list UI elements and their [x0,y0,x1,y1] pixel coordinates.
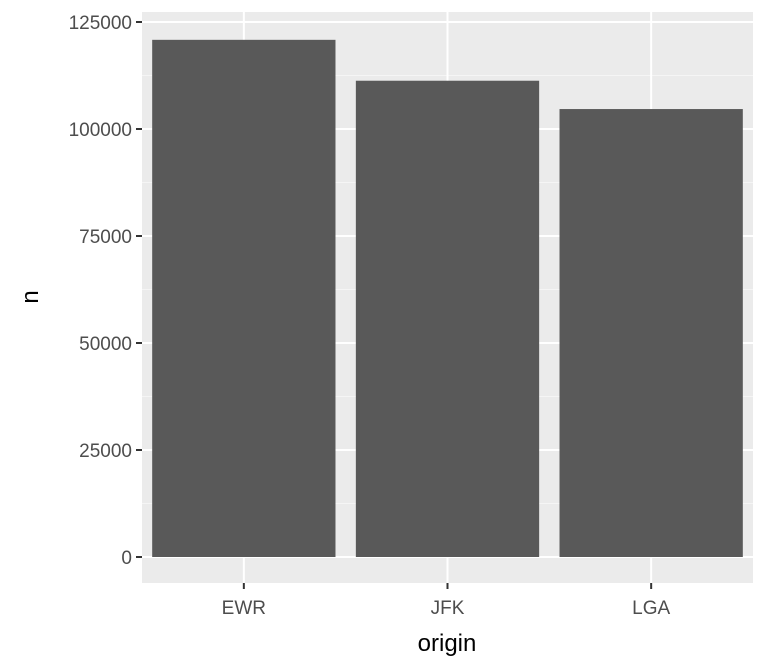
x-tick-label: EWR [222,598,266,619]
x-tick-label: LGA [632,598,670,619]
bar-lga [559,109,743,558]
y-axis-title: n [17,290,44,303]
bar-ewr [152,39,336,558]
x-axis-title: origin [418,630,477,657]
y-axis: 0 25000 50000 75000 100000 125000 [69,13,142,569]
y-tick-label: 0 [121,548,132,569]
y-tick-label: 50000 [79,334,132,355]
y-tick-label: 25000 [79,441,132,462]
bar-jfk [355,80,540,557]
bars [152,39,743,558]
y-tick-label: 75000 [79,227,132,248]
x-axis: EWR JFK LGA [222,583,670,619]
x-tick-label: JFK [431,598,465,619]
y-tick-label: 125000 [69,13,132,34]
y-tick-label: 100000 [69,120,132,141]
